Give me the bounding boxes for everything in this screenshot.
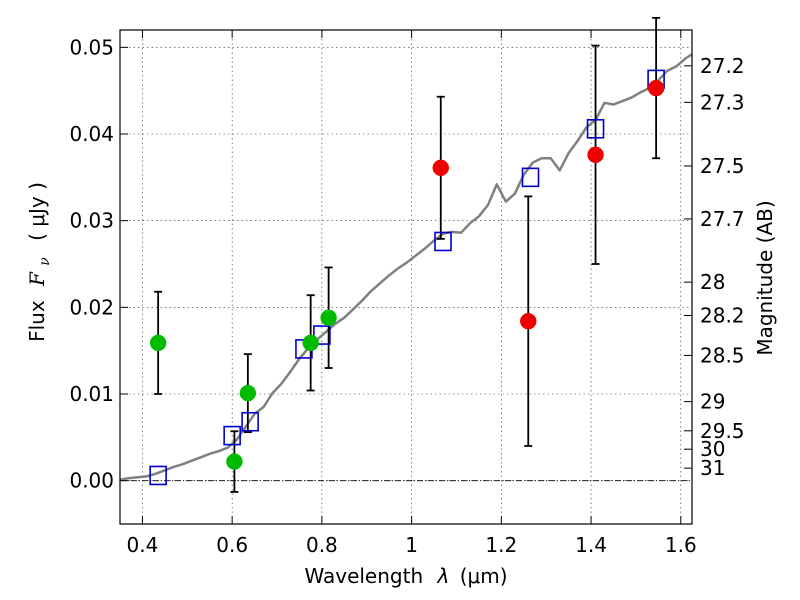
x-axis-title: Wavelength λ (μm) (304, 564, 507, 588)
x-tick-label: 1.2 (485, 533, 517, 557)
y-axis-title-prefix: Flux (25, 300, 49, 342)
x-axis-title-prefix: Wavelength (304, 564, 423, 588)
observation-point (149, 334, 167, 352)
x-axis-title-unit: (μm) (460, 564, 508, 588)
y2-tick-label: 31 (700, 456, 725, 480)
grid-layer (120, 30, 692, 524)
y2-tick-label: 27.2 (700, 54, 745, 78)
observation-point (302, 334, 319, 352)
x-tick-label: 1.6 (665, 533, 697, 557)
x-tick-label: 0.8 (306, 533, 338, 557)
tick-layer: 0.4 0.6 0.8 1 1.2 1.4 1.6 0.00 0.01 0.02 0.03 0.04 0… (69, 30, 745, 557)
y2-tick-label: 28 (700, 270, 725, 294)
y-tick-label: 0.04 (69, 122, 114, 146)
y2-tick-label: 27.3 (700, 90, 745, 114)
y2-tick-label: 29.5 (700, 419, 745, 443)
y-tick-label: 0.01 (69, 382, 114, 406)
model-square-marker (241, 411, 259, 432)
y-tick-label: 0.05 (69, 35, 114, 59)
y2-tick-label: 27.5 (700, 154, 745, 178)
y2-tick-label: 29 (700, 390, 725, 414)
model-square-marker (586, 119, 605, 139)
model-square-marker (223, 425, 241, 446)
y2-tick-label: 27.7 (700, 207, 745, 231)
y-tick-label: 0.00 (69, 469, 114, 493)
observation-point (432, 159, 450, 177)
x-tick-label: 1.4 (575, 533, 607, 557)
y-axis-title-symbol: F (25, 271, 49, 287)
y-tick-label: 0.03 (69, 209, 114, 233)
model-square-marker (313, 325, 331, 345)
y-axis-title-unit: ( μJy ) (25, 182, 49, 241)
y-axis-title: Flux F ν ( μJy ) (25, 182, 54, 342)
observation-point (239, 384, 257, 402)
model-square-marker (434, 231, 452, 252)
plot-frame (119, 29, 693, 525)
x-tick-label: 0.4 (127, 533, 159, 557)
model-square-marker (521, 167, 540, 188)
x-tick-label: 1 (405, 533, 418, 557)
x-tick-label: 0.6 (216, 533, 248, 557)
spectrum-layer (119, 53, 693, 482)
x-axis-title-symbol: λ (437, 564, 450, 588)
spectrum-line (119, 53, 693, 482)
y2-tick-label: 30 (700, 437, 725, 461)
observation-point (226, 453, 243, 470)
observation-point (320, 309, 337, 326)
observation-point (587, 146, 604, 164)
y2-tick-label: 28.5 (700, 343, 745, 367)
model-square-marker (149, 465, 167, 486)
observation-point (647, 79, 665, 97)
marker-layer (149, 69, 665, 486)
y-axis-title-subscript: ν (37, 257, 53, 266)
observation-point (520, 312, 537, 330)
y2-axis-title: Magnitude (AB) (753, 200, 777, 355)
y2-tick-label: 28.2 (700, 304, 745, 328)
y-tick-label: 0.02 (69, 295, 114, 319)
